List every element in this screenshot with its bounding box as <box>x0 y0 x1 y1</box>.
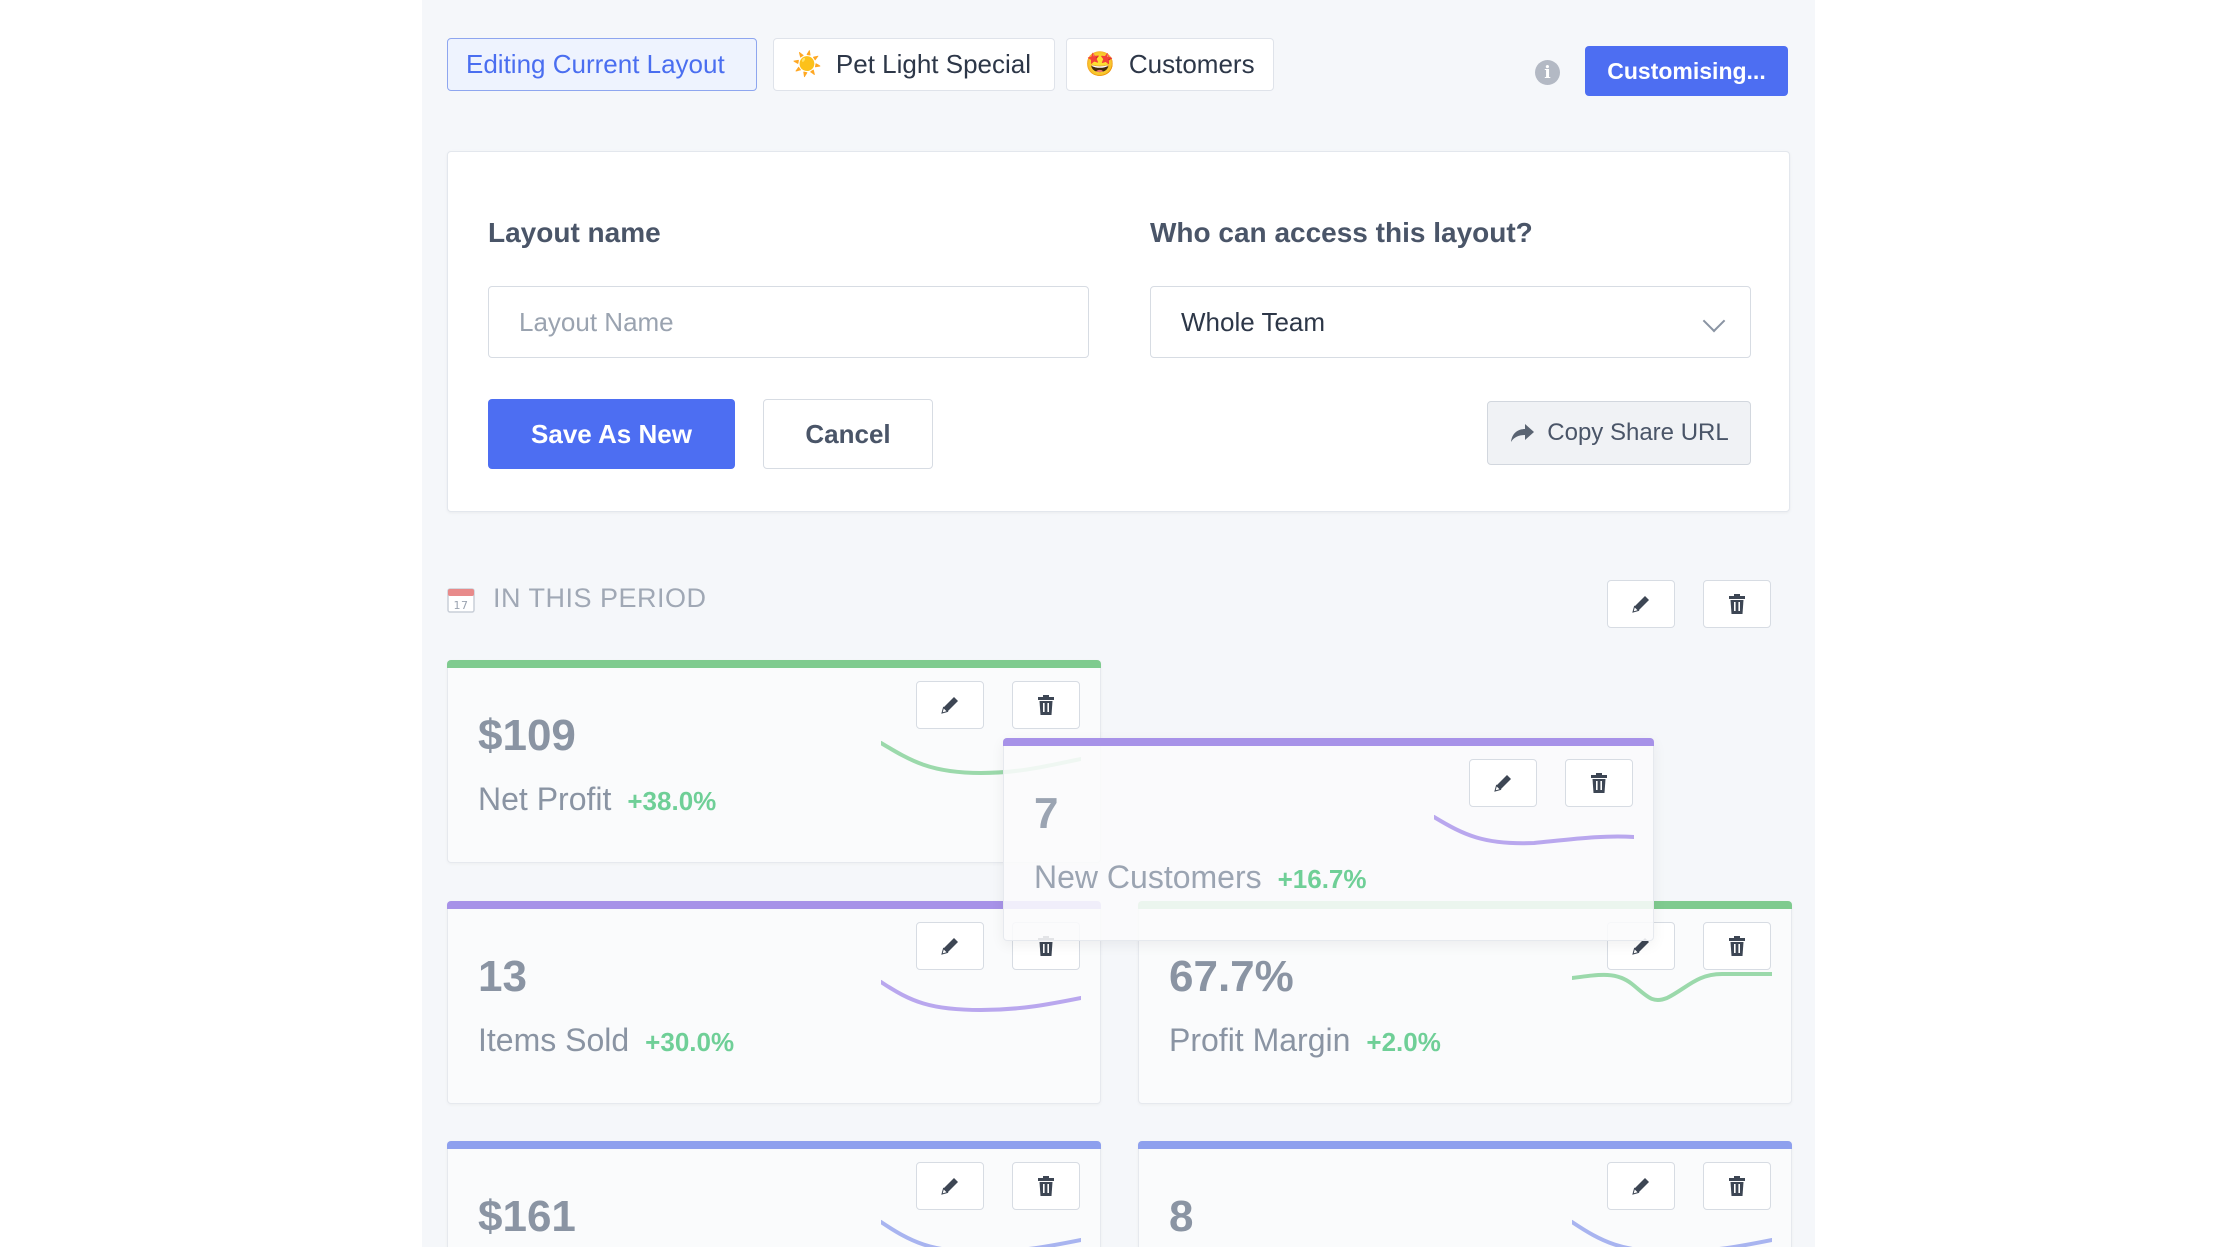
trash-icon <box>1729 1176 1745 1196</box>
card-accent-bar <box>1003 738 1654 746</box>
metric-card-net-profit[interactable]: $109 Net Profit +38.0% <box>447 660 1101 863</box>
tab-editing-current-layout[interactable]: Editing Current Layout <box>447 38 757 91</box>
section-edit-button[interactable] <box>1607 580 1675 628</box>
layout-name-label: Layout name <box>488 217 661 248</box>
trash-icon <box>1729 594 1745 614</box>
card-edit-button[interactable] <box>916 922 984 970</box>
save-as-new-button[interactable]: Save As New <box>488 399 735 469</box>
metric-label: Items Sold +30.0% <box>478 1022 734 1059</box>
metric-label-text: Net Profit <box>478 781 612 817</box>
pencil-icon <box>941 697 958 714</box>
card-accent-bar <box>447 1141 1101 1149</box>
svg-text:17: 17 <box>454 599 469 612</box>
calendar-icon: 17 <box>447 587 475 613</box>
pencil-icon <box>1632 1178 1649 1195</box>
pencil-icon <box>1494 775 1511 792</box>
tab-customers[interactable]: 🤩 Customers <box>1066 38 1274 91</box>
metric-change: +38.0% <box>627 786 717 816</box>
metric-value: 67.7% <box>1169 952 1294 1001</box>
metric-label-text: Profit Margin <box>1169 1022 1351 1058</box>
card-accent-bar <box>1138 1141 1792 1149</box>
layout-name-input[interactable] <box>488 286 1089 358</box>
section-delete-button[interactable] <box>1703 580 1771 628</box>
sparkline <box>1434 815 1634 846</box>
metric-change: +30.0% <box>645 1027 735 1057</box>
customising-button[interactable]: Customising... <box>1585 46 1788 96</box>
metric-label: Net Profit +38.0% <box>478 781 716 818</box>
card-edit-button[interactable] <box>916 681 984 729</box>
chevron-down-icon <box>1702 309 1726 333</box>
share-arrow-icon <box>1511 424 1535 442</box>
star-struck-icon: 🤩 <box>1085 51 1115 78</box>
sparkline <box>881 980 1081 1013</box>
metric-value: 13 <box>478 952 527 1001</box>
card-edit-button[interactable] <box>916 1162 984 1210</box>
sparkline <box>1572 972 1772 1003</box>
card-delete-button[interactable] <box>1565 759 1633 807</box>
copy-share-url-label: Copy Share URL <box>1547 419 1729 446</box>
pencil-icon <box>941 1178 958 1195</box>
metric-value: 7 <box>1034 789 1059 838</box>
copy-share-url-button[interactable]: Copy Share URL <box>1487 401 1751 465</box>
tab-label: Editing Current Layout <box>466 49 725 79</box>
metric-label: Profit Margin +2.0% <box>1169 1022 1441 1059</box>
card-accent-bar <box>447 660 1101 668</box>
card-delete-button[interactable] <box>1703 1162 1771 1210</box>
card-delete-button[interactable] <box>1703 922 1771 970</box>
metric-label: New Customers +16.7% <box>1034 859 1367 896</box>
card-edit-button[interactable] <box>1607 1162 1675 1210</box>
metric-value: 8 <box>1169 1192 1194 1241</box>
pencil-icon <box>941 938 958 955</box>
access-select[interactable]: Whole Team <box>1150 286 1751 358</box>
access-label: Who can access this layout? <box>1150 217 1533 248</box>
metric-card-revenue[interactable]: $161 <box>447 1141 1101 1247</box>
metric-value: $109 <box>478 711 576 760</box>
access-select-value: Whole Team <box>1181 306 1326 337</box>
metric-card-orders[interactable]: 8 <box>1138 1141 1792 1247</box>
tab-label: Customers <box>1128 49 1255 79</box>
card-edit-button[interactable] <box>1469 759 1537 807</box>
trash-icon <box>1038 1176 1054 1196</box>
trash-icon <box>1591 773 1607 793</box>
tab-label: Pet Light Special <box>835 49 1032 79</box>
sun-icon: ☀️ <box>792 51 822 78</box>
trash-icon <box>1038 695 1054 715</box>
metric-card-new-customers-dragging[interactable]: 7 New Customers +16.7% <box>1003 738 1654 941</box>
sparkline <box>881 1220 1081 1247</box>
section-title: IN THIS PERIOD <box>493 583 707 613</box>
section-header: 17 IN THIS PERIOD <box>447 583 707 614</box>
pencil-icon <box>1632 596 1649 613</box>
metric-card-items-sold[interactable]: 13 Items Sold +30.0% <box>447 901 1101 1104</box>
card-accent-bar <box>447 901 1101 909</box>
tab-pet-light-special[interactable]: ☀️ Pet Light Special <box>773 38 1055 91</box>
trash-icon <box>1729 936 1745 956</box>
card-delete-button[interactable] <box>1012 681 1080 729</box>
cancel-button[interactable]: Cancel <box>763 399 933 469</box>
info-icon[interactable]: i <box>1535 60 1560 85</box>
card-delete-button[interactable] <box>1012 1162 1080 1210</box>
metric-label-text: New Customers <box>1034 859 1262 895</box>
metric-value: $161 <box>478 1192 576 1241</box>
metric-change: +2.0% <box>1366 1027 1441 1057</box>
metric-label-text: Items Sold <box>478 1022 630 1058</box>
metric-change: +16.7% <box>1277 864 1367 894</box>
pencil-icon <box>1632 938 1649 955</box>
sparkline <box>1572 1220 1772 1247</box>
